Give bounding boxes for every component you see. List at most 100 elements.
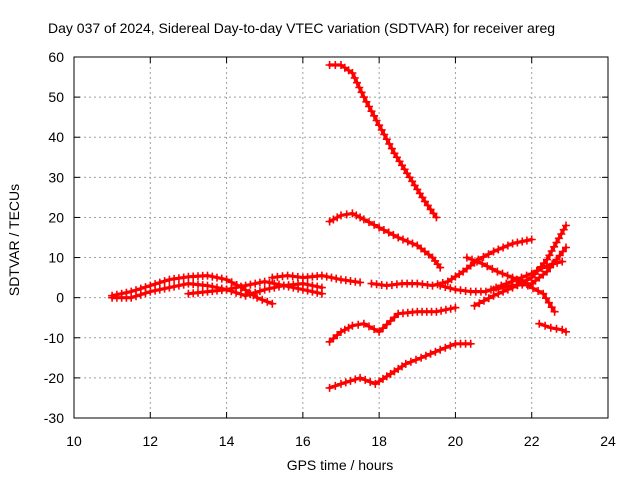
data-point-marker	[384, 228, 393, 237]
data-point-marker	[387, 144, 396, 153]
data-point-marker	[544, 298, 553, 307]
data-point-marker	[270, 279, 279, 288]
data-point-marker	[342, 210, 351, 219]
data-point-marker	[170, 282, 179, 291]
data-point-marker	[552, 255, 561, 264]
data-point-marker	[499, 283, 508, 292]
data-point-marker	[365, 218, 373, 227]
y-tick-label: -10	[44, 330, 64, 346]
data-point-marker	[151, 286, 160, 295]
data-point-marker	[426, 349, 435, 358]
data-point-marker	[552, 324, 561, 333]
data-point-marker	[380, 130, 389, 139]
x-tick-label: 24	[600, 433, 616, 449]
y-tick-label: 50	[48, 89, 64, 105]
data-point-marker	[155, 278, 164, 287]
data-point-marker	[470, 301, 479, 310]
series-line	[328, 211, 442, 270]
data-point-marker	[370, 220, 379, 229]
series-track-1	[108, 271, 277, 308]
data-point-marker	[375, 327, 384, 336]
data-point-marker	[389, 231, 398, 239]
data-point-marker	[359, 319, 368, 328]
data-point-marker	[481, 287, 490, 296]
data-point-marker	[503, 282, 512, 291]
data-point-marker	[546, 323, 555, 332]
x-tick-label: 18	[371, 433, 387, 449]
data-point-marker	[375, 121, 384, 130]
data-point-marker	[484, 294, 493, 303]
data-point-marker	[236, 290, 245, 299]
data-point-marker	[379, 226, 388, 234]
data-point-marker	[499, 243, 508, 252]
data-point-marker	[365, 322, 373, 331]
data-point-marker	[367, 107, 376, 116]
series-track-13	[489, 243, 570, 294]
data-point-marker	[241, 281, 250, 290]
data-point-marker	[284, 282, 293, 291]
data-point-marker	[437, 306, 446, 315]
data-point-marker	[155, 285, 164, 294]
series-track-5	[325, 61, 441, 222]
data-point-marker	[446, 304, 455, 313]
data-point-marker	[552, 238, 561, 247]
data-point-marker	[359, 215, 368, 224]
data-point-marker	[253, 293, 262, 302]
data-point-marker	[545, 251, 554, 260]
data-point-marker	[359, 93, 368, 102]
data-point-marker	[534, 287, 543, 295]
data-point-marker	[508, 273, 517, 282]
data-point-marker	[263, 297, 272, 306]
data-point-marker	[385, 139, 394, 148]
y-tick-label: -20	[44, 370, 64, 386]
data-point-marker	[403, 237, 412, 246]
data-point-marker	[260, 277, 269, 286]
data-point-marker	[241, 291, 250, 300]
data-point-marker	[473, 257, 481, 266]
data-point-marker	[308, 287, 317, 296]
data-point-marker	[547, 247, 556, 255]
data-point-marker	[503, 241, 512, 250]
data-point-marker	[479, 252, 488, 261]
x-axis-label: GPS time / hours	[287, 457, 394, 473]
data-point-marker	[357, 88, 366, 97]
data-point-marker	[260, 285, 269, 294]
data-point-marker	[251, 288, 260, 297]
data-point-marker	[355, 83, 364, 92]
data-point-marker	[432, 213, 441, 222]
data-point-marker	[332, 274, 341, 283]
data-point-marker	[351, 375, 360, 384]
data-point-marker	[361, 375, 370, 384]
data-point-marker	[313, 288, 322, 297]
data-point-marker	[337, 211, 345, 220]
x-tick-label: 22	[524, 433, 540, 449]
data-point-marker	[488, 264, 497, 273]
data-point-marker	[399, 235, 407, 244]
data-point-marker	[341, 378, 350, 387]
data-point-marker	[127, 293, 136, 302]
data-point-marker	[436, 263, 445, 272]
data-point-marker	[562, 327, 570, 336]
data-point-marker	[346, 376, 355, 385]
data-point-marker	[483, 262, 492, 271]
data-point-marker	[365, 102, 373, 111]
data-point-marker	[466, 339, 475, 348]
data-point-marker	[547, 303, 556, 312]
series-track-4	[268, 271, 365, 287]
data-point-marker	[478, 259, 487, 268]
data-point-marker	[559, 225, 568, 234]
data-point-marker	[484, 250, 493, 259]
chart-title: Day 037 of 2024, Sidereal Day-to-day VTE…	[48, 20, 555, 36]
data-point-marker	[354, 320, 363, 329]
data-point-marker	[377, 125, 386, 134]
data-point-marker	[494, 284, 503, 293]
data-point-marker	[246, 280, 255, 289]
x-tick-label: 20	[448, 433, 464, 449]
data-point-marker	[275, 280, 283, 289]
data-point-marker	[451, 303, 460, 312]
data-point-marker	[508, 239, 517, 248]
data-point-marker	[379, 324, 387, 333]
data-point-marker	[493, 267, 502, 276]
y-tick-label: 40	[48, 129, 64, 145]
data-point-marker	[522, 236, 531, 245]
